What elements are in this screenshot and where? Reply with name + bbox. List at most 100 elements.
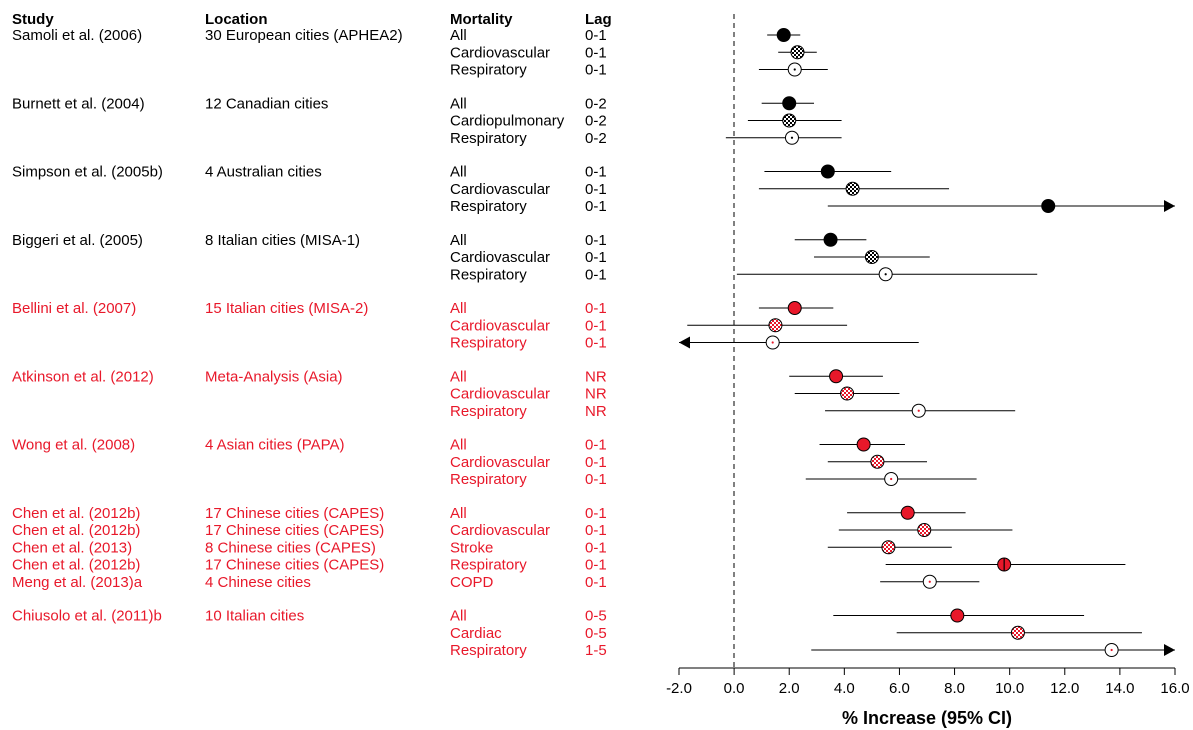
mortality-label: Cardiovascular [450,181,550,198]
study-label: Chen et al. (2012b) [12,557,140,574]
point-estimate-checkered [917,523,932,537]
point-estimate-dot [917,409,920,412]
mortality-label: Cardiovascular [450,454,550,471]
x-tick-label: 6.0 [889,680,910,697]
x-tick-label: 2.0 [779,680,800,697]
mortality-label: All [450,232,467,249]
lag-label: NR [585,386,607,403]
location-label: 4 Chinese cities [205,574,311,591]
study-label: Chen et al. (2012b) [12,522,140,539]
point-estimate-dot [790,136,794,139]
point-estimate-filled [820,164,835,179]
lag-label: 0-1 [585,44,607,61]
point-estimate-filled [782,96,797,111]
lag-label: 0-1 [585,454,607,471]
lag-label: 0-1 [585,335,607,352]
header-study: Study [12,11,54,28]
mortality-label: Cardiovascular [450,317,550,334]
x-tick-label: 12.0 [1050,680,1079,697]
point-estimate-checkered [768,318,783,333]
mortality-label: All [450,164,467,181]
lag-label: 0-2 [585,95,607,112]
study-label: Bellini et al. (2007) [12,300,136,317]
mortality-label: Respiratory [450,335,527,352]
location-label: 4 Asian cities (PAPA) [205,437,345,454]
lag-label: 0-1 [585,574,607,591]
point-estimate-checkered [1010,625,1025,640]
mortality-label: Respiratory [450,403,527,420]
lag-label: 0-1 [585,266,607,283]
mortality-label: All [450,608,467,625]
mortality-label: Respiratory [450,557,527,574]
mortality-label: Respiratory [450,62,527,79]
point-estimate-checkered [840,386,855,401]
ci-arrow-right [1164,644,1175,656]
location-label: 30 European cities (APHEA2) [205,27,403,44]
location-label: 17 Chinese cities (CAPES) [205,505,384,522]
lag-label: 0-1 [585,62,607,79]
study-label: Chen et al. (2012b) [12,505,140,522]
location-label: Meta-Analysis (Asia) [205,368,343,385]
point-estimate-filled [856,437,871,452]
point-estimate-filled [787,301,802,315]
header-mortality: Mortality [450,11,513,28]
lag-label: NR [585,368,607,385]
location-label: 15 Italian cities (MISA-2) [205,300,368,317]
lag-label: 0-2 [585,130,607,147]
lag-label: 0-5 [585,625,607,642]
study-label: Meng et al. (2013)a [12,574,143,591]
lag-label: 0-1 [585,539,607,556]
mortality-label: All [450,27,467,44]
lag-label: 0-1 [585,181,607,198]
x-tick-label: 14.0 [1105,680,1134,697]
location-label: 10 Italian cities [205,608,304,625]
point-estimate-dot [890,477,893,481]
point-estimate-dot [928,580,931,583]
point-estimate-dot [1110,648,1113,652]
lag-label: 0-1 [585,471,607,488]
lag-label: 0-5 [585,608,607,625]
lag-label: NR [585,403,607,420]
study-label: Wong et al. (2008) [12,437,135,454]
point-estimate-filled [829,369,844,384]
point-estimate-checkered [782,113,797,128]
mortality-label: COPD [450,574,494,591]
lag-label: 0-2 [585,113,607,130]
mortality-label: Respiratory [450,471,527,488]
lag-label: 0-1 [585,198,607,215]
study-label: Biggeri et al. (2005) [12,232,143,249]
mortality-label: All [450,437,467,454]
study-label: Chen et al. (2013) [12,539,132,556]
x-tick-label: 8.0 [944,680,965,697]
lag-label: 0-1 [585,317,607,334]
x-tick-label: 4.0 [834,680,855,697]
point-estimate-checkered [790,45,805,60]
point-estimate-filled [900,505,915,520]
point-estimate-checkered [881,540,896,555]
x-tick-label: 16.0 [1160,680,1189,697]
x-tick-label: 10.0 [995,680,1024,697]
location-label: 17 Chinese cities (CAPES) [205,557,384,574]
mortality-label: Cardiac [450,625,502,642]
study-label: Simpson et al. (2005b) [12,164,163,181]
location-label: 12 Canadian cities [205,95,328,112]
mortality-label: All [450,368,467,385]
x-tick-label: -2.0 [666,680,692,697]
study-label: Burnett et al. (2004) [12,95,145,112]
mortality-label: Cardiovascular [450,386,550,403]
mortality-label: Cardiovascular [450,249,550,266]
mortality-label: Cardiovascular [450,44,550,61]
lag-label: 0-1 [585,437,607,454]
point-estimate-filled [950,608,965,623]
lag-label: 0-1 [585,232,607,249]
header-lag: Lag [585,11,612,28]
point-estimate-filled [823,232,838,247]
lag-label: 0-1 [585,557,607,574]
mortality-label: All [450,95,467,112]
header-location: Location [205,11,268,28]
mortality-label: All [450,505,467,522]
location-label: 4 Australian cities [205,164,322,181]
mortality-label: Cardiovascular [450,522,550,539]
lag-label: 0-1 [585,522,607,539]
mortality-label: Stroke [450,539,493,556]
